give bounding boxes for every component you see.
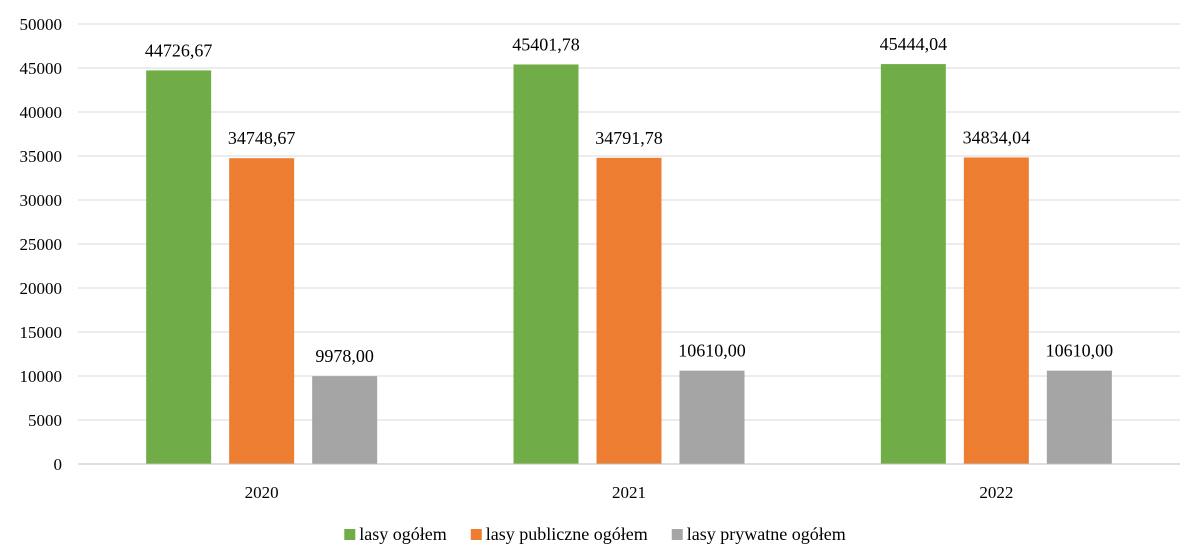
data-label: 44726,67 [145,40,213,60]
bar-lasy-prywatne-ogółem-2021 [679,370,745,464]
legend-swatch [671,529,683,540]
y-axis-tick-labels: 0 5000 10000 15000 20000 25000 30000 35000 40000… [20,15,63,474]
y-tick-label: 40000 [20,103,63,122]
x-category-label: 2020 [245,483,279,502]
legend-swatch [470,529,482,540]
legend-item: lasy publiczne ogółem [470,524,648,544]
y-tick-label: 20000 [20,279,63,298]
legend: lasy ogółem lasy publiczne ogółem lasy pry… [344,524,846,544]
y-tick-label: 5000 [28,411,62,430]
bar-lasy-publiczne-ogółem-2021 [596,157,662,464]
legend-item: lasy prywatne ogółem [671,524,846,544]
legend-item: lasy ogółem [344,524,447,544]
bar-lasy-ogółem-2020 [146,70,212,464]
y-tick-label: 0 [54,455,63,474]
data-label: 45444,04 [880,34,948,54]
data-label: 10610,00 [1046,341,1114,361]
data-label: 34748,67 [228,128,296,148]
data-label: 34834,04 [963,127,1031,147]
bar-lasy-prywatne-ogółem-2022 [1046,370,1112,464]
y-tick-label: 45000 [20,59,63,78]
bar-lasy-ogółem-2022 [880,64,946,465]
data-label: 34791,78 [595,128,663,148]
data-label: 45401,78 [512,34,580,54]
data-labels: 44726,67 34748,67 9978,00 45401,78 34791,78 1… [145,34,1113,366]
y-tick-label: 25000 [20,235,63,254]
x-category-label: 2022 [979,483,1013,502]
legend-swatch [344,529,356,540]
y-tick-label: 10000 [20,367,63,386]
legend-label: lasy ogółem [359,524,447,544]
x-axis-category-labels: 2020 2021 2022 [245,483,1014,502]
legend-label: lasy prywatne ogółem [687,524,846,544]
y-tick-label: 35000 [20,147,63,166]
y-tick-label: 50000 [20,15,63,34]
data-label: 9978,00 [315,346,374,366]
bar-lasy-prywatne-ogółem-2020 [312,376,378,464]
bar-lasy-ogółem-2021 [513,64,579,465]
y-tick-label: 30000 [20,191,63,210]
bar-lasy-publiczne-ogółem-2020 [229,158,295,464]
x-category-label: 2021 [612,483,646,502]
legend-label: lasy publiczne ogółem [486,524,648,544]
data-label: 10610,00 [678,341,746,361]
y-tick-label: 15000 [20,323,63,342]
bars [146,64,1112,465]
bar-lasy-publiczne-ogółem-2022 [963,157,1029,464]
